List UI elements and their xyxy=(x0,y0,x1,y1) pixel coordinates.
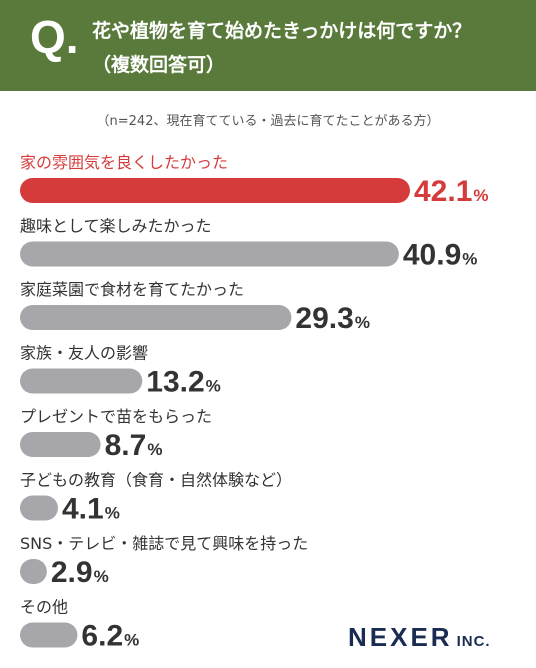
category-label: プレゼントで苗をもらった xyxy=(20,407,212,426)
bar xyxy=(20,178,410,203)
value-label: 4.1% xyxy=(62,493,120,526)
sample-note: （n=242、現在育てている・過去に育てたことがある方） xyxy=(96,114,440,129)
nexer-logo: NEXER INC. xyxy=(348,622,491,652)
category-label: SNS・テレビ・雑誌で見て興味を持った xyxy=(20,534,308,553)
bar xyxy=(20,241,399,267)
category-label: 家の雰囲気を良くしたかった xyxy=(20,153,228,172)
value-label: 2.9% xyxy=(51,556,109,589)
value-label: 40.9% xyxy=(403,239,478,272)
bar xyxy=(20,368,143,394)
bar xyxy=(20,622,78,648)
category-label: 趣味として楽しみたかった xyxy=(20,217,212,236)
category-label: その他 xyxy=(20,598,68,617)
question-subtext: （複数回答可） xyxy=(92,54,226,76)
value-label: 8.7% xyxy=(105,429,163,462)
question-text: 花や植物を育て始めたきっかけは何ですか？ xyxy=(92,20,472,42)
bar xyxy=(20,495,58,521)
bar xyxy=(20,305,292,330)
category-label: 家庭菜園で食材を育てたかった xyxy=(20,280,244,299)
value-label: 42.1% xyxy=(414,175,489,208)
question-header: Q. 花や植物を育て始めたきっかけは何ですか？ （複数回答可） xyxy=(0,0,536,91)
value-label: 6.2% xyxy=(81,620,139,653)
bar xyxy=(20,559,47,584)
q-mark: Q. xyxy=(30,11,79,63)
category-label: 家族・友人の影響 xyxy=(20,344,148,363)
bar xyxy=(20,432,101,457)
category-label: 子どもの教育（食育・自然体験など） xyxy=(20,471,292,490)
value-label: 13.2% xyxy=(146,366,221,399)
value-label: 29.3% xyxy=(295,302,370,335)
